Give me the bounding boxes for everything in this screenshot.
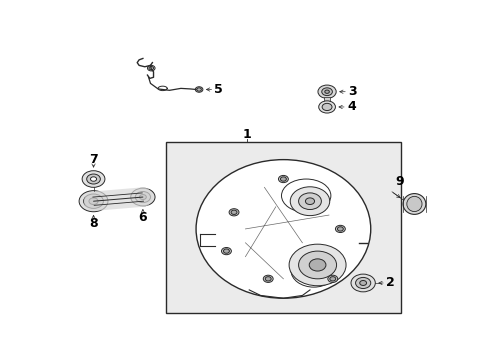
Circle shape (147, 66, 155, 71)
Text: 5: 5 (215, 83, 223, 96)
Ellipse shape (196, 159, 371, 298)
Circle shape (131, 188, 155, 206)
Circle shape (305, 198, 315, 204)
Text: 7: 7 (89, 153, 98, 166)
Ellipse shape (407, 196, 422, 212)
Circle shape (140, 194, 147, 199)
Circle shape (318, 101, 336, 113)
Circle shape (223, 249, 229, 253)
Circle shape (135, 192, 150, 203)
Circle shape (149, 67, 153, 70)
Circle shape (360, 280, 367, 285)
Ellipse shape (291, 254, 337, 287)
Circle shape (322, 103, 332, 111)
Circle shape (356, 278, 371, 288)
Circle shape (87, 174, 100, 184)
Circle shape (197, 88, 201, 91)
Circle shape (263, 275, 273, 283)
Circle shape (221, 247, 231, 255)
Circle shape (91, 177, 97, 181)
Text: 8: 8 (89, 217, 98, 230)
Circle shape (290, 187, 330, 216)
Text: 3: 3 (348, 85, 357, 98)
Circle shape (298, 193, 321, 210)
Text: 6: 6 (139, 211, 147, 224)
Circle shape (231, 210, 237, 215)
Ellipse shape (403, 194, 426, 214)
Circle shape (289, 244, 346, 286)
Circle shape (330, 276, 336, 281)
Circle shape (280, 177, 286, 181)
Text: 4: 4 (347, 100, 356, 113)
Ellipse shape (282, 179, 331, 212)
Circle shape (278, 175, 288, 183)
Circle shape (322, 88, 332, 96)
Circle shape (338, 227, 343, 231)
Circle shape (298, 251, 337, 279)
Circle shape (229, 209, 239, 216)
Bar (166, 141, 401, 314)
Circle shape (325, 90, 329, 93)
Circle shape (89, 198, 98, 204)
Circle shape (196, 87, 203, 92)
Circle shape (84, 194, 103, 208)
Text: 9: 9 (395, 175, 404, 188)
Text: 1: 1 (243, 128, 252, 141)
Circle shape (309, 259, 326, 271)
Circle shape (82, 171, 105, 187)
Text: 2: 2 (387, 276, 395, 289)
Circle shape (328, 275, 338, 283)
Circle shape (79, 191, 108, 212)
Circle shape (318, 85, 336, 98)
Bar (324, 97, 330, 100)
Circle shape (351, 274, 375, 292)
Circle shape (336, 225, 345, 233)
Circle shape (265, 276, 271, 281)
